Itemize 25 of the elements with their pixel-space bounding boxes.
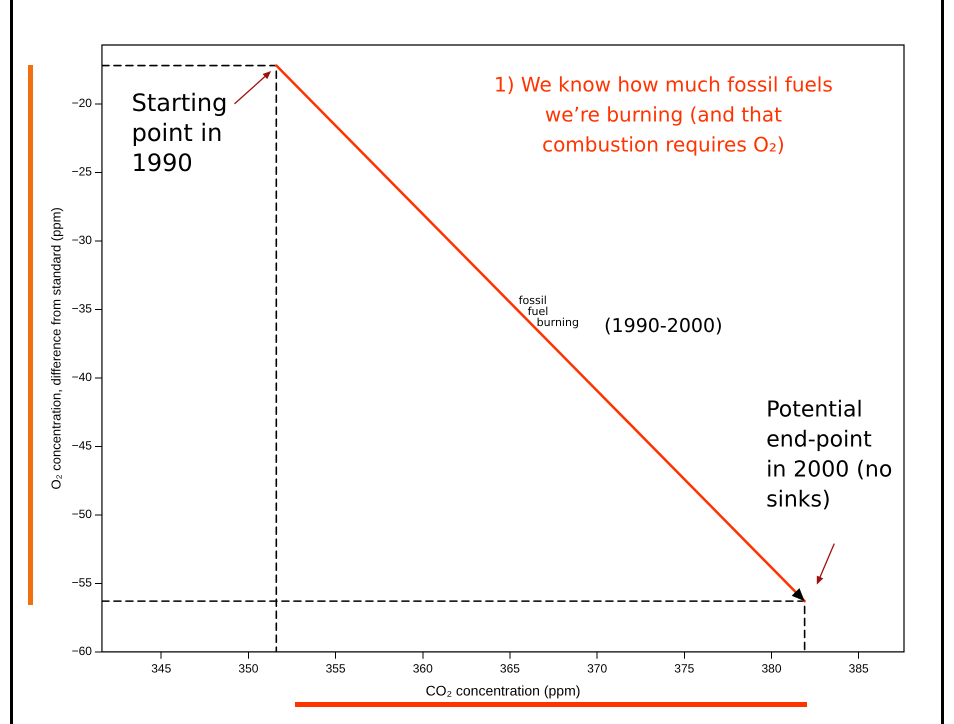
- y-axis-title: O₂ concentration, difference from standard (ppm): [48, 207, 64, 490]
- y-tick-label: −30: [72, 233, 92, 248]
- y-tick-label: −45: [72, 438, 92, 453]
- x-axis-title: CO₂ concentration (ppm): [426, 682, 580, 698]
- annotation: Potential end-point in 2000 (no sinks): [766, 397, 892, 512]
- y-tick-label: −35: [72, 302, 92, 316]
- annotation: fossil fuel burning: [518, 294, 579, 330]
- annotation: (1990-2000): [604, 315, 722, 338]
- x-tick-label: 360: [412, 661, 434, 676]
- y-tick-label: −60: [72, 644, 92, 658]
- x-tick-label: 385: [848, 661, 869, 676]
- x-tick-label: 380: [761, 661, 782, 676]
- x-tick-label: 350: [238, 661, 259, 676]
- x-tick-label: 375: [674, 661, 695, 676]
- annotation: Starting point in 1990: [132, 89, 228, 178]
- y-tick-label: −55: [72, 576, 92, 590]
- x-tick-label: 370: [587, 661, 608, 676]
- y-tick-label: −25: [72, 164, 92, 179]
- x-tick-label: 355: [326, 661, 346, 676]
- annotation: 1) We know how much fossil fuels we’re burning (and that combustion requires O₂): [494, 72, 833, 157]
- x-tick-label: 345: [151, 661, 172, 676]
- y-tick-label: −50: [72, 507, 92, 522]
- y-tick-label: −40: [72, 370, 92, 384]
- y-tick-label: −20: [72, 96, 92, 110]
- x-tick-label: 365: [500, 661, 520, 676]
